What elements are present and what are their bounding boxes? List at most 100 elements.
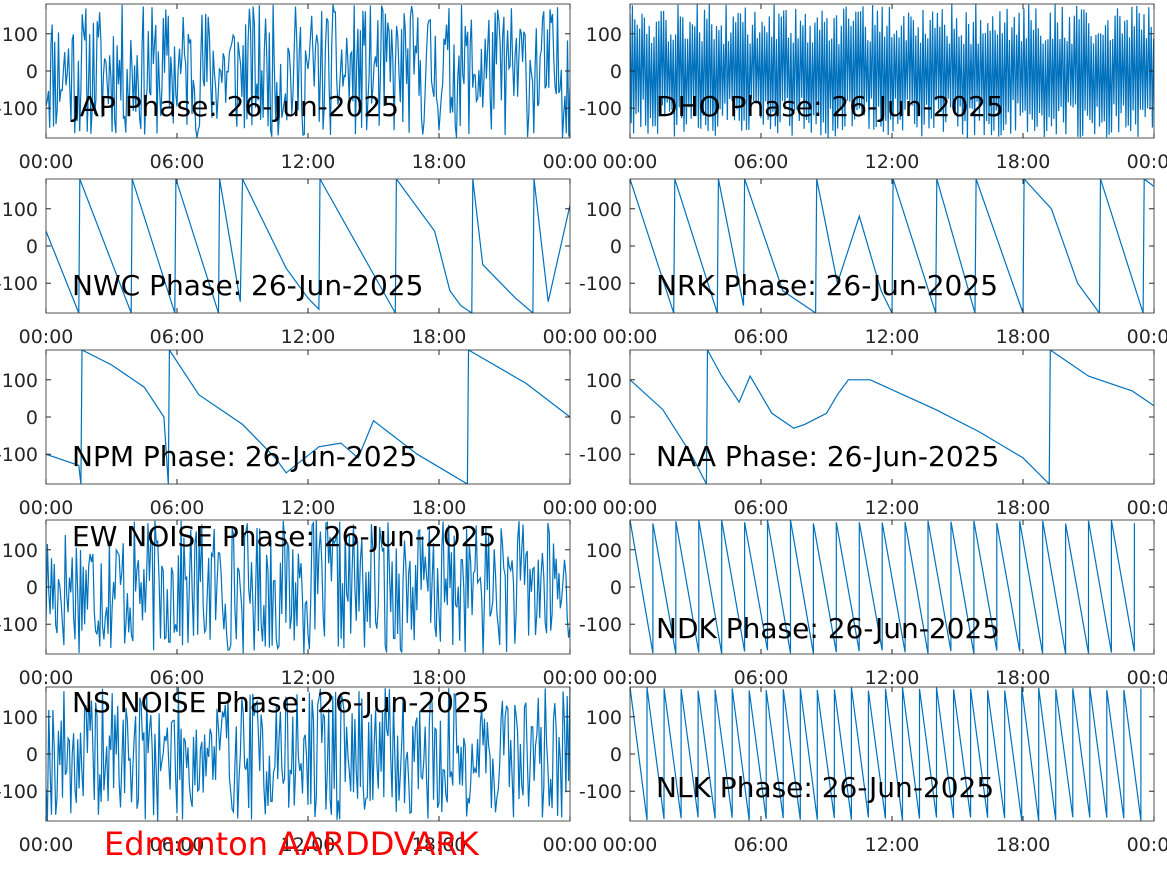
- phase-subplot-7: -100 0 100 00:00 06:00 12:00 18:00 00:00 EW NOIS…: [0, 519, 598, 689]
- x-tick-label: 18:00: [412, 151, 467, 173]
- phase-series-line: [46, 520, 570, 654]
- x-tick-label: 00:00: [1127, 326, 1167, 348]
- x-tick-label: 06:00: [150, 151, 205, 173]
- x-tick-label: 06:00: [150, 497, 205, 519]
- x-tick-label: 18:00: [996, 667, 1051, 689]
- x-tick-label: 06:00: [150, 326, 205, 348]
- x-tick-label: 00:00: [19, 326, 74, 348]
- x-tick-label: 00:00: [543, 326, 598, 348]
- subplot-title: NDK Phase: 26-Jun-2025: [656, 612, 1000, 645]
- y-tick-label: 100: [586, 707, 622, 729]
- x-tick-label: 00:00: [19, 834, 74, 856]
- x-tick-label: 12:00: [865, 326, 920, 348]
- y-tick-label: -100: [579, 273, 622, 295]
- phase-series-line: [46, 687, 570, 821]
- y-tick-label: 100: [2, 199, 38, 221]
- y-tick-label: 100: [2, 370, 38, 392]
- phase-series-line: [46, 179, 570, 313]
- phase-subplot-5: -100 0 100 00:00 06:00 12:00 18:00 00:00 NPM Pha…: [0, 349, 598, 519]
- phase-subplot-9: -100 0 100 00:00 06:00 12:00 18:00 00:00 NS NOIS…: [0, 686, 597, 856]
- x-tick-label: 12:00: [865, 667, 920, 689]
- y-tick-label: -100: [579, 781, 622, 803]
- x-tick-label: 12:00: [281, 667, 336, 689]
- subplot-title: NLK Phase: 26-Jun-2025: [656, 771, 994, 804]
- x-tick-label: 00:00: [603, 326, 658, 348]
- y-tick-label: 0: [26, 577, 38, 599]
- y-tick-label: 0: [610, 577, 622, 599]
- y-tick-label: 0: [26, 407, 38, 429]
- x-tick-label: 12:00: [281, 497, 336, 519]
- y-tick-label: -100: [0, 444, 38, 466]
- phase-subplot-3: -100 0 100 00:00 06:00 12:00 18:00 00:00 NWC Pha…: [0, 178, 598, 348]
- phase-subplot-6: -100 0 100 00:00 06:00 12:00 18:00 00:00 NAA Pha…: [579, 349, 1167, 519]
- x-tick-label: 00:00: [603, 667, 658, 689]
- y-tick-label: -100: [579, 444, 622, 466]
- y-tick-label: 100: [586, 199, 622, 221]
- phase-series-line: [630, 350, 1154, 484]
- subplot-title: DHO Phase: 26-Jun-2025: [656, 90, 1004, 123]
- y-tick-label: 100: [586, 370, 622, 392]
- phase-series-line: [630, 179, 1154, 313]
- x-tick-label: 06:00: [734, 326, 789, 348]
- x-tick-label: 00:00: [19, 667, 74, 689]
- subplot-title: NRK Phase: 26-Jun-2025: [656, 269, 998, 302]
- x-tick-label: 06:00: [734, 151, 789, 173]
- x-tick-label: 00:00: [543, 667, 598, 689]
- subplot-title: NS NOISE Phase: 26-Jun-2025: [72, 686, 490, 719]
- y-tick-label: 0: [610, 744, 622, 766]
- x-tick-label: 12:00: [865, 834, 920, 856]
- y-tick-label: -100: [0, 273, 38, 295]
- phase-series-line: [46, 4, 570, 138]
- x-tick-label: 00:00: [1127, 151, 1167, 173]
- x-tick-label: 18:00: [412, 497, 467, 519]
- x-tick-label: 00:00: [543, 497, 598, 519]
- footer-title: Edmonton AARDDVARK: [104, 825, 479, 863]
- y-tick-label: 100: [2, 707, 38, 729]
- x-tick-label: 06:00: [734, 497, 789, 519]
- phase-subplot-4: -100 0 100 00:00 06:00 12:00 18:00 00:00 NRK Pha…: [579, 178, 1167, 348]
- x-tick-label: 12:00: [281, 834, 336, 856]
- phase-subplot-1: -100 0 100 00:00 06:00 12:00 18:00 00:00 JAP Pha…: [0, 3, 597, 173]
- y-tick-label: -100: [0, 781, 38, 803]
- x-tick-label: 12:00: [865, 151, 920, 173]
- phase-series-line: [630, 4, 1154, 138]
- x-tick-label: 12:00: [865, 497, 920, 519]
- x-tick-label: 06:00: [734, 834, 789, 856]
- y-tick-label: 100: [2, 24, 38, 46]
- x-tick-label: 12:00: [281, 326, 336, 348]
- x-tick-label: 18:00: [412, 834, 467, 856]
- x-tick-label: 18:00: [996, 326, 1051, 348]
- y-tick-label: 100: [586, 540, 622, 562]
- x-tick-label: 06:00: [150, 834, 205, 856]
- x-tick-label: 00:00: [19, 151, 74, 173]
- subplot-title: NPM Phase: 26-Jun-2025: [72, 440, 417, 473]
- y-tick-label: 0: [610, 407, 622, 429]
- x-tick-label: 00:00: [543, 834, 598, 856]
- x-tick-label: 06:00: [734, 667, 789, 689]
- subplot-title: EW NOISE Phase: 26-Jun-2025: [72, 520, 496, 553]
- phase-series-line: [630, 520, 1135, 654]
- x-tick-label: 00:00: [1127, 497, 1167, 519]
- y-tick-label: 100: [2, 540, 38, 562]
- x-tick-label: 18:00: [412, 667, 467, 689]
- y-tick-label: -100: [579, 614, 622, 636]
- phase-subplot-8: -100 0 100 00:00 06:00 12:00 18:00 00:00 NDK Pha…: [579, 519, 1167, 689]
- y-tick-label: -100: [0, 614, 38, 636]
- y-tick-label: 0: [610, 236, 622, 258]
- x-tick-label: 18:00: [996, 497, 1051, 519]
- x-tick-label: 00:00: [1127, 667, 1167, 689]
- x-tick-label: 18:00: [412, 326, 467, 348]
- y-tick-label: -100: [579, 98, 622, 120]
- y-tick-label: 100: [586, 24, 622, 46]
- y-tick-label: 0: [26, 61, 38, 83]
- x-tick-label: 18:00: [996, 834, 1051, 856]
- phase-subplot-2: -100 0 100 00:00 06:00 12:00 18:00 00:00 DHO Pha…: [579, 3, 1167, 173]
- phase-subplot-10: -100 0 100 00:00 06:00 12:00 18:00 00:00 NLK Pha…: [579, 686, 1167, 856]
- y-tick-label: 0: [26, 744, 38, 766]
- plot-area: [630, 350, 1154, 484]
- subplot-title: NWC Phase: 26-Jun-2025: [72, 269, 423, 302]
- y-tick-label: -100: [0, 98, 38, 120]
- phase-series-line: [46, 350, 570, 484]
- x-tick-label: 00:00: [19, 497, 74, 519]
